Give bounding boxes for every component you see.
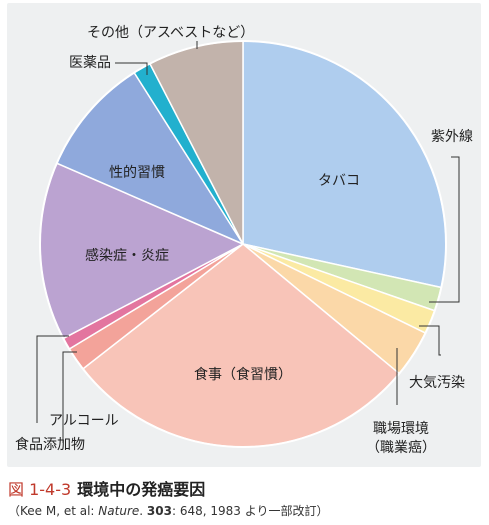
slice-label-その他アスベストなど: その他（アスベストなど）: [87, 25, 254, 41]
slice-label-タバコ: タバコ: [318, 173, 360, 189]
source-sep: .: [139, 504, 147, 518]
source-volume: 303: [146, 504, 172, 518]
slice-label-医薬品: 医薬品: [69, 55, 111, 71]
source-suffix: : 648, 1983 より一部改訂）: [171, 504, 329, 518]
leader-line-5: [62, 351, 77, 443]
source-journal: Nature: [98, 504, 140, 518]
figure-title: 環境中の発癌要因: [77, 480, 206, 499]
figure-caption: 図 1-4-3 環境中の発癌要因: [8, 476, 205, 500]
leader-line-2: [419, 325, 441, 356]
callout-leaders: [36, 41, 460, 443]
chart-panel: タバコ 紫外線大気汚染職場環境（職業癌） 食事（食習慣） 食品添加物 アルコール 感染症・…: [7, 3, 481, 467]
slice-label-大気汚染: 大気汚染: [409, 375, 465, 391]
figure-source: （Kee M, et al: Nature. 303: 648, 1983 より…: [8, 502, 328, 519]
pie-rim: [39, 40, 447, 448]
slice-label-紫外線: 紫外線: [431, 129, 473, 145]
source-prefix: （Kee M, et al:: [8, 504, 99, 518]
leader-line-9: [115, 62, 148, 75]
pie-slices: [39, 40, 447, 448]
slice-label-食品添加物: 食品添加物: [15, 436, 85, 453]
slice-label-職場環境職業癌: 職場環境（職業癌）: [366, 421, 436, 456]
figure-number: 図 1-4-3: [8, 480, 72, 499]
leader-line-6: [36, 335, 69, 423]
slice-label-感染症炎症: 感染症・炎症: [85, 247, 169, 264]
leader-line-1: [429, 156, 460, 303]
slice-label-食事食習慣: 食事（食習慣）: [194, 366, 292, 383]
slice-label-性的習慣: 性的習慣: [109, 164, 165, 181]
slice-label-アルコール: アルコール: [49, 413, 119, 429]
